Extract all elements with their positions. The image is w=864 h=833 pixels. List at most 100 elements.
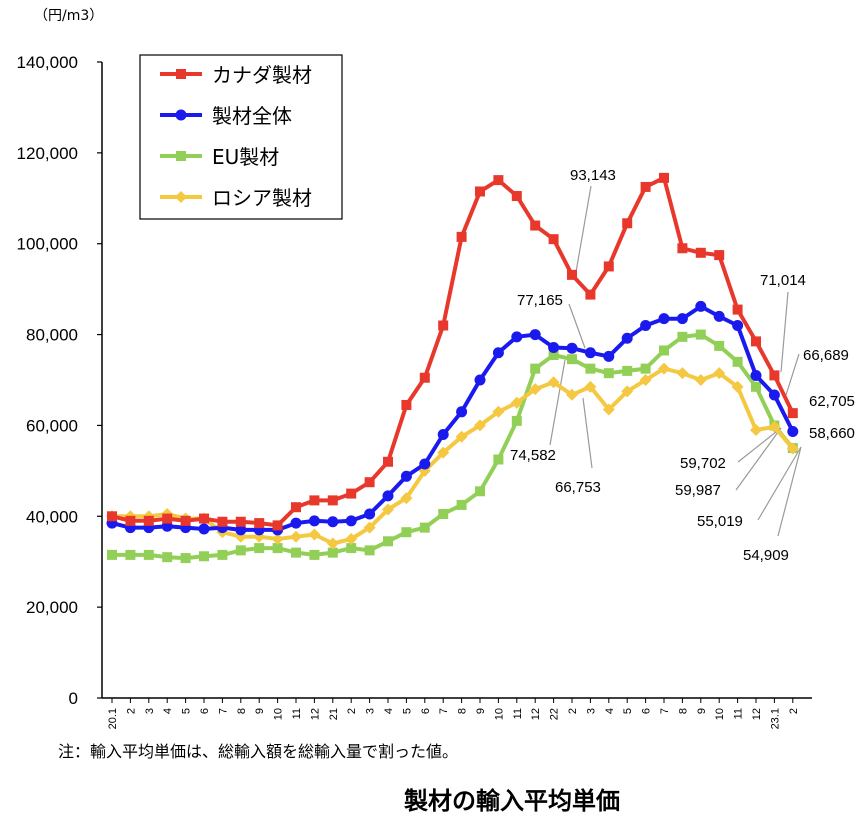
data-point-eu xyxy=(475,486,485,497)
data-point-eu xyxy=(732,356,743,367)
data-point-russia xyxy=(308,528,321,541)
data-point-russia xyxy=(602,403,615,416)
leader-59987 xyxy=(735,427,782,491)
x-tick-label: 23.1 xyxy=(769,708,781,729)
x-tick-label: 4 xyxy=(383,708,395,714)
x-tick-label: 9 xyxy=(475,708,487,714)
data-point-russia xyxy=(731,380,744,393)
data-point-total xyxy=(787,426,799,438)
label-59702: 59,702 xyxy=(680,455,726,472)
series-eu xyxy=(107,329,798,564)
data-point-canada xyxy=(548,234,559,245)
data-point-russia xyxy=(658,362,670,375)
data-point-eu xyxy=(695,329,706,340)
data-point-canada xyxy=(567,269,577,280)
data-point-eu xyxy=(327,547,338,558)
data-point-total xyxy=(235,524,247,536)
data-point-russia xyxy=(621,385,634,398)
data-point-canada xyxy=(143,515,154,526)
data-point-russia xyxy=(694,374,707,386)
data-point-total xyxy=(364,508,376,520)
data-point-eu xyxy=(751,381,761,392)
y-tick-label: 60,000 xyxy=(26,416,78,435)
data-point-eu xyxy=(419,522,430,533)
data-point-total xyxy=(548,341,560,353)
label-66753: 66,753 xyxy=(555,479,601,496)
data-point-canada xyxy=(272,520,283,531)
x-tick-label: 5 xyxy=(181,708,193,714)
chart-note: 注：輸入平均単価は、総輸入額を総輸入量で割った値。 xyxy=(58,742,458,761)
data-point-russia xyxy=(400,492,413,505)
data-point-eu xyxy=(548,350,559,361)
data-point-eu xyxy=(346,543,357,554)
x-tick-label: 8 xyxy=(677,708,689,714)
legend-marker-eu xyxy=(176,151,186,161)
data-point-russia xyxy=(639,374,652,386)
x-tick-label: 4 xyxy=(162,708,174,714)
data-point-canada xyxy=(235,516,246,527)
data-point-total xyxy=(750,369,762,381)
y-tick-label: 40,000 xyxy=(26,507,78,526)
legend-label-total: 製材全体 xyxy=(212,104,292,128)
data-point-canada xyxy=(199,513,209,524)
chart-title: 製材の輸入平均単価 xyxy=(404,787,620,815)
data-point-eu xyxy=(714,340,725,351)
label-58660: 58,660 xyxy=(809,425,855,442)
x-tick-label: 11 xyxy=(512,708,524,719)
data-point-canada xyxy=(419,372,430,383)
data-point-canada xyxy=(107,511,117,522)
label-59987: 59,987 xyxy=(675,482,721,499)
x-tick-label: 11 xyxy=(291,708,303,719)
data-point-canada xyxy=(125,515,136,526)
data-point-total xyxy=(603,350,615,362)
data-point-canada xyxy=(162,513,173,524)
data-point-canada xyxy=(456,231,467,242)
x-tick-label: 4 xyxy=(604,708,616,714)
data-point-eu xyxy=(622,365,633,376)
data-point-russia xyxy=(363,521,376,534)
leader-55019 xyxy=(757,446,802,521)
leader-59702 xyxy=(737,427,782,463)
legend-label-russia: ロシア製材 xyxy=(212,186,312,210)
data-point-eu xyxy=(438,509,449,520)
leader-77165 xyxy=(568,303,586,349)
y-tick-label: 80,000 xyxy=(26,326,78,345)
data-point-canada xyxy=(475,186,485,197)
x-tick-label: 8 xyxy=(457,708,469,714)
legend-label-canada: カナダ製材 xyxy=(212,63,312,87)
data-point-russia xyxy=(437,446,450,459)
data-point-total xyxy=(511,331,523,343)
x-tick-label: 10 xyxy=(714,708,726,720)
x-tick-label: 12 xyxy=(530,708,542,720)
label-77165: 77,165 xyxy=(517,292,563,309)
data-point-canada xyxy=(511,191,522,202)
data-point-total xyxy=(768,389,780,401)
data-point-eu xyxy=(107,549,117,560)
data-point-russia xyxy=(584,380,597,393)
data-point-total xyxy=(419,458,431,470)
legend-marker-canada xyxy=(176,69,186,79)
label-93143: 93,143 xyxy=(570,167,616,184)
data-point-eu xyxy=(511,415,522,426)
leader-66689 xyxy=(785,353,800,396)
data-point-eu xyxy=(383,536,393,547)
legend: カナダ製材 製材全体 EU製材 ロシア製材 xyxy=(139,54,343,220)
x-tick-label: 6 xyxy=(420,708,432,714)
data-point-total xyxy=(566,342,578,354)
x-tick-label: 10 xyxy=(273,708,285,720)
data-point-canada xyxy=(217,516,228,527)
x-tick-label: 7 xyxy=(659,708,671,714)
x-tick-label: 8 xyxy=(236,708,248,714)
data-point-eu xyxy=(603,368,614,379)
data-point-eu xyxy=(291,547,301,558)
x-tick-label: 3 xyxy=(365,708,377,714)
y-tick-label: 120,000 xyxy=(17,144,78,163)
x-tick-label: 21 xyxy=(328,708,340,720)
x-tick-label: 12 xyxy=(309,708,321,720)
series-canada xyxy=(107,172,798,531)
data-point-total xyxy=(584,347,596,359)
data-point-total xyxy=(713,310,725,322)
x-tick-label: 11 xyxy=(733,708,745,719)
leader-74582 xyxy=(549,359,566,446)
data-point-canada xyxy=(364,477,375,488)
